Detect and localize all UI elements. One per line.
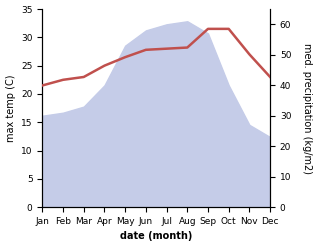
X-axis label: date (month): date (month) (120, 231, 192, 242)
Y-axis label: med. precipitation (kg/m2): med. precipitation (kg/m2) (302, 43, 313, 174)
Y-axis label: max temp (C): max temp (C) (5, 74, 16, 142)
